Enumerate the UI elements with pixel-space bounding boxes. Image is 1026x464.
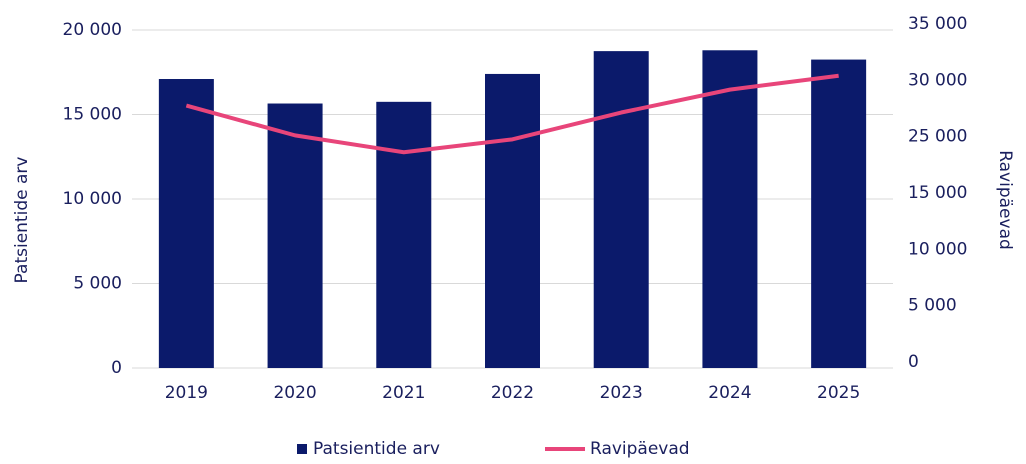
y2-tick-label: 15 000: [908, 183, 967, 203]
x-tick-label: 2023: [600, 383, 643, 403]
bar: [267, 103, 323, 368]
x-tick-label: 2021: [382, 383, 425, 403]
y-tick-label: 10 000: [63, 189, 122, 209]
bar: [811, 59, 867, 368]
y2-tick-label: 10 000: [908, 239, 967, 259]
y2-axis-label: Ravipäevad: [995, 150, 1015, 250]
y-tick-label: 20 000: [63, 20, 122, 40]
y-tick-label: 15 000: [63, 105, 122, 125]
y2-tick-label: 25 000: [908, 127, 967, 147]
legend-label: Patsientide arv: [313, 439, 440, 459]
x-tick-label: 2019: [165, 383, 208, 403]
bar: [702, 50, 758, 368]
x-tick-label: 2020: [273, 383, 316, 403]
y2-tick-label: 5 000: [908, 296, 957, 316]
y-tick-label: 5 000: [73, 274, 122, 294]
y2-tick-label: 35 000: [908, 14, 967, 34]
y2-tick-label: 30 000: [908, 70, 967, 90]
bar: [593, 51, 649, 368]
bar: [376, 101, 432, 368]
legend-swatch: [297, 444, 307, 454]
y-tick-label: 0: [111, 358, 122, 378]
bar: [158, 79, 214, 368]
bar: [485, 73, 540, 368]
x-tick-label: 2025: [817, 383, 860, 403]
legend-label: Ravipäevad: [590, 439, 690, 459]
line: [185, 73, 839, 155]
x-tick-label: 2022: [491, 383, 534, 403]
y-axis-label: Patsientide arv: [12, 157, 32, 284]
x-tick-label: 2024: [708, 383, 751, 403]
y2-tick-label: 0: [908, 352, 919, 372]
